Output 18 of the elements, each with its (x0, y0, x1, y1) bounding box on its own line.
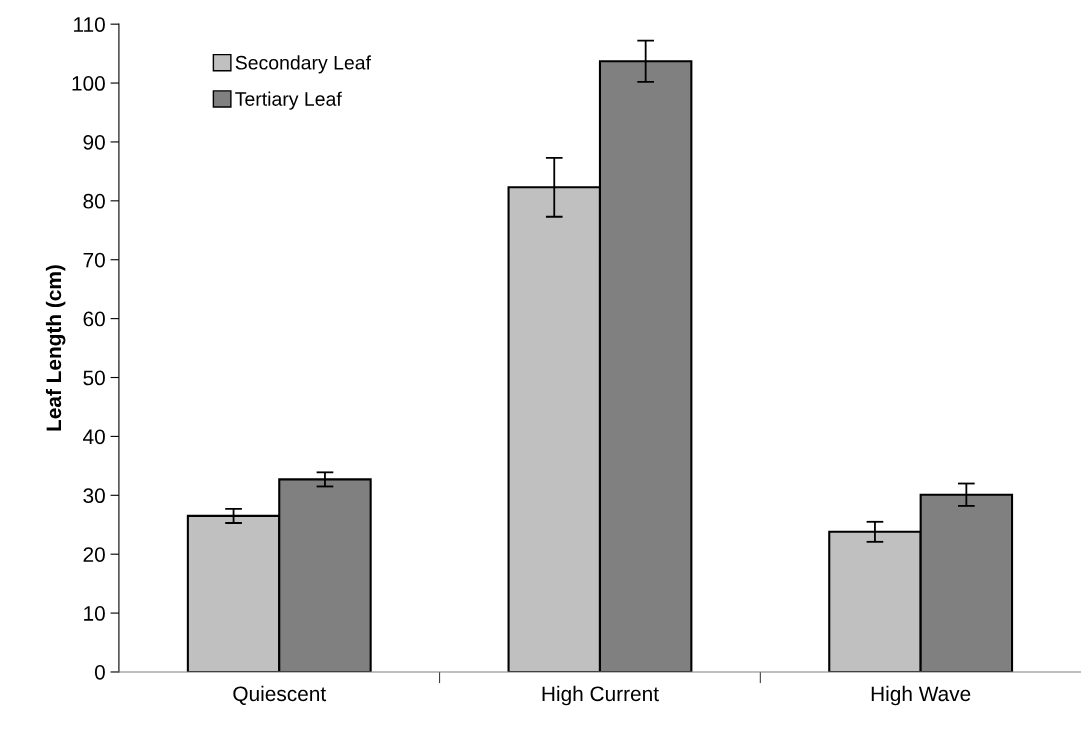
y-tick-label: 70 (83, 252, 105, 268)
y-tick-label: 110 (74, 17, 105, 32)
y-tick-label: 50 (83, 370, 105, 386)
y-tick-label: 0 (94, 664, 105, 680)
x-tick-label: Quiescent (233, 685, 327, 705)
y-tick-label: 90 (83, 134, 105, 150)
legend-label: Tertiary Leaf (235, 91, 342, 110)
y-tick-label: 60 (83, 311, 105, 327)
legend-label: Secondary Leaf (235, 55, 371, 74)
y-tick-label: 10 (84, 606, 105, 621)
x-tick-label: High Current (542, 685, 659, 706)
y-tick-label: 40 (83, 429, 105, 445)
y-tick-label: 80 (83, 193, 105, 209)
y-axis-title: Leaf Length (cm) (45, 265, 66, 431)
y-tick-label: 30 (83, 488, 105, 504)
y-tick-label: 100 (72, 76, 105, 91)
y-tick-label: 20 (83, 547, 105, 562)
x-tick-label: High Wave (871, 685, 971, 706)
